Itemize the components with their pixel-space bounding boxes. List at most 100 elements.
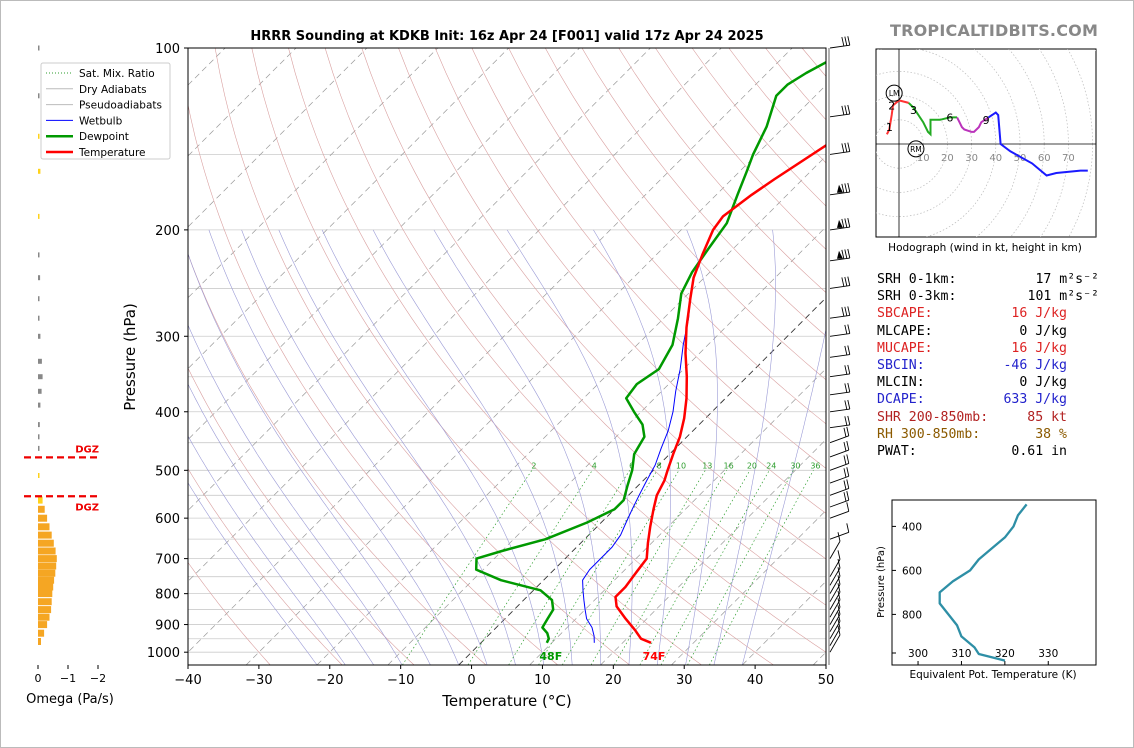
barb-flag: [844, 416, 848, 426]
wind-barb: [829, 218, 851, 231]
dry-adiabat: [251, 48, 702, 665]
omega-bar: [38, 496, 43, 504]
dry-adiabat: [398, 48, 826, 560]
skewt-background-lines: 2 4 6 8 10 13 16 20 24 30 36: [188, 48, 826, 665]
barb-flag: [841, 143, 845, 153]
mixing-ratio-line: [709, 470, 814, 665]
hodo-series: [886, 99, 909, 135]
barb-flag: [847, 182, 851, 193]
wind-barb: [829, 619, 841, 646]
mixing-ratio-label: 24: [766, 461, 776, 470]
barb-staff: [829, 634, 841, 653]
omega-panel: DGZ DGZ 0 −1 −2: [24, 45, 106, 685]
barb-staff: [829, 499, 849, 508]
hodo-marker-label: LM: [889, 89, 900, 98]
barb-staff: [829, 449, 849, 458]
wind-barb: [829, 142, 851, 155]
wind-barb: [829, 426, 850, 444]
stat-label: SBCAPE:: [877, 306, 933, 322]
hodo-ring-label: 60: [1038, 153, 1051, 164]
stat-value: 38 %: [1035, 426, 1067, 442]
barb-flag: [843, 468, 847, 478]
omega-bar: [38, 252, 40, 258]
stat-value: 17 m²s⁻²: [1035, 272, 1099, 287]
thetae-xlabel: Equivalent Pot. Temperature (K): [909, 669, 1076, 681]
y-tick-label: 500: [155, 464, 180, 479]
barb-flag: [837, 575, 841, 585]
isotherm-line: [671, 509, 826, 665]
stat-row: MLCIN: 0 J/kg: [877, 374, 1107, 391]
barb-staff: [829, 607, 841, 625]
thetae-y-tick-label: 400: [902, 521, 922, 533]
barb-flag: [844, 365, 848, 375]
thetae-x-tick-label: 310: [951, 648, 971, 660]
pseudoadiabat: [188, 383, 374, 665]
stat-label: DCAPE:: [877, 392, 925, 408]
barb-staff: [829, 488, 849, 496]
barb-pennant: [837, 184, 843, 193]
omega-bar: [38, 358, 42, 364]
stat-row: MUCAPE: 16 J/kg: [877, 340, 1107, 357]
barb-flag: [844, 383, 848, 393]
mixing-ratio-line: [687, 470, 794, 665]
omega-tick-label: 0: [35, 672, 42, 685]
hodograph: 10 20 30 40 50 60 70 1 2 3 6 9 LM RM: [876, 49, 1096, 237]
barb-flag: [847, 382, 851, 393]
isotherm-line: [245, 84, 826, 665]
mixing-ratio-label: 20: [747, 461, 757, 470]
barb-staff: [829, 576, 841, 594]
dry-adiabat: [188, 253, 487, 665]
hodo-height-label: 1: [886, 121, 893, 134]
mixing-ratio-line: [660, 470, 770, 665]
stat-row: SRH 0-3km: 101 m²s⁻²: [877, 288, 1107, 305]
dry-adiabat: [434, 48, 826, 514]
pseudoadiabat: [372, 229, 573, 665]
pseudoadiabat: [208, 229, 460, 665]
omega-bar: [38, 555, 57, 563]
barb-flag: [837, 558, 841, 569]
wind-barb: [829, 440, 850, 458]
hodo-height-label: 2: [888, 99, 895, 112]
hodo-height-label: 6: [946, 111, 953, 124]
barb-staff: [829, 354, 850, 358]
omega-bar: [38, 613, 50, 621]
omega-bar: [38, 523, 50, 531]
barb-staff: [829, 435, 849, 444]
y-tick-label: 800: [155, 588, 180, 603]
barb-flag: [847, 415, 851, 426]
omega-bar: [38, 388, 42, 394]
wind-barb: [829, 345, 851, 358]
barb-flag: [846, 440, 850, 451]
hodo-height-label: 9: [983, 114, 990, 127]
barb-flag: [844, 276, 848, 287]
mixing-ratio-line: [467, 470, 593, 665]
barb-flag: [841, 249, 845, 259]
isotherm-line: [387, 226, 826, 665]
stat-value: 0.61 in: [1011, 443, 1067, 459]
omega-bar: [38, 445, 40, 451]
x-tick-label: 0: [467, 673, 475, 688]
y-tick-label: 100: [155, 42, 180, 57]
barb-staff: [829, 567, 841, 586]
stat-row: SBCIN: -46 J/kg: [877, 357, 1107, 374]
barb-staff: [829, 584, 841, 602]
barb-flag: [841, 183, 845, 193]
hodo-marker: [907, 140, 925, 158]
stat-label: PWAT:: [877, 443, 917, 459]
barb-flag: [843, 455, 847, 465]
omega-bar: [38, 434, 40, 440]
barb-staff: [829, 408, 850, 413]
pseudoadiabat: [506, 229, 633, 665]
hodo-ring-label: 30: [965, 153, 978, 164]
dry-adiabat: [288, 48, 774, 665]
chart-title: HRRR Sounding at KDKB Init: 16z Apr 24 […: [250, 29, 763, 44]
omega-bar: [38, 547, 56, 555]
wind-barb: [829, 491, 850, 508]
wind-barb: [829, 306, 851, 319]
pseudoadiabat: [685, 229, 718, 665]
mixing-ratio-line: [613, 470, 727, 665]
legend-label: Pseudoadiabats: [79, 100, 162, 112]
barb-flag: [844, 36, 848, 46]
barb-flag: [837, 532, 841, 542]
barb-flag: [843, 492, 847, 502]
